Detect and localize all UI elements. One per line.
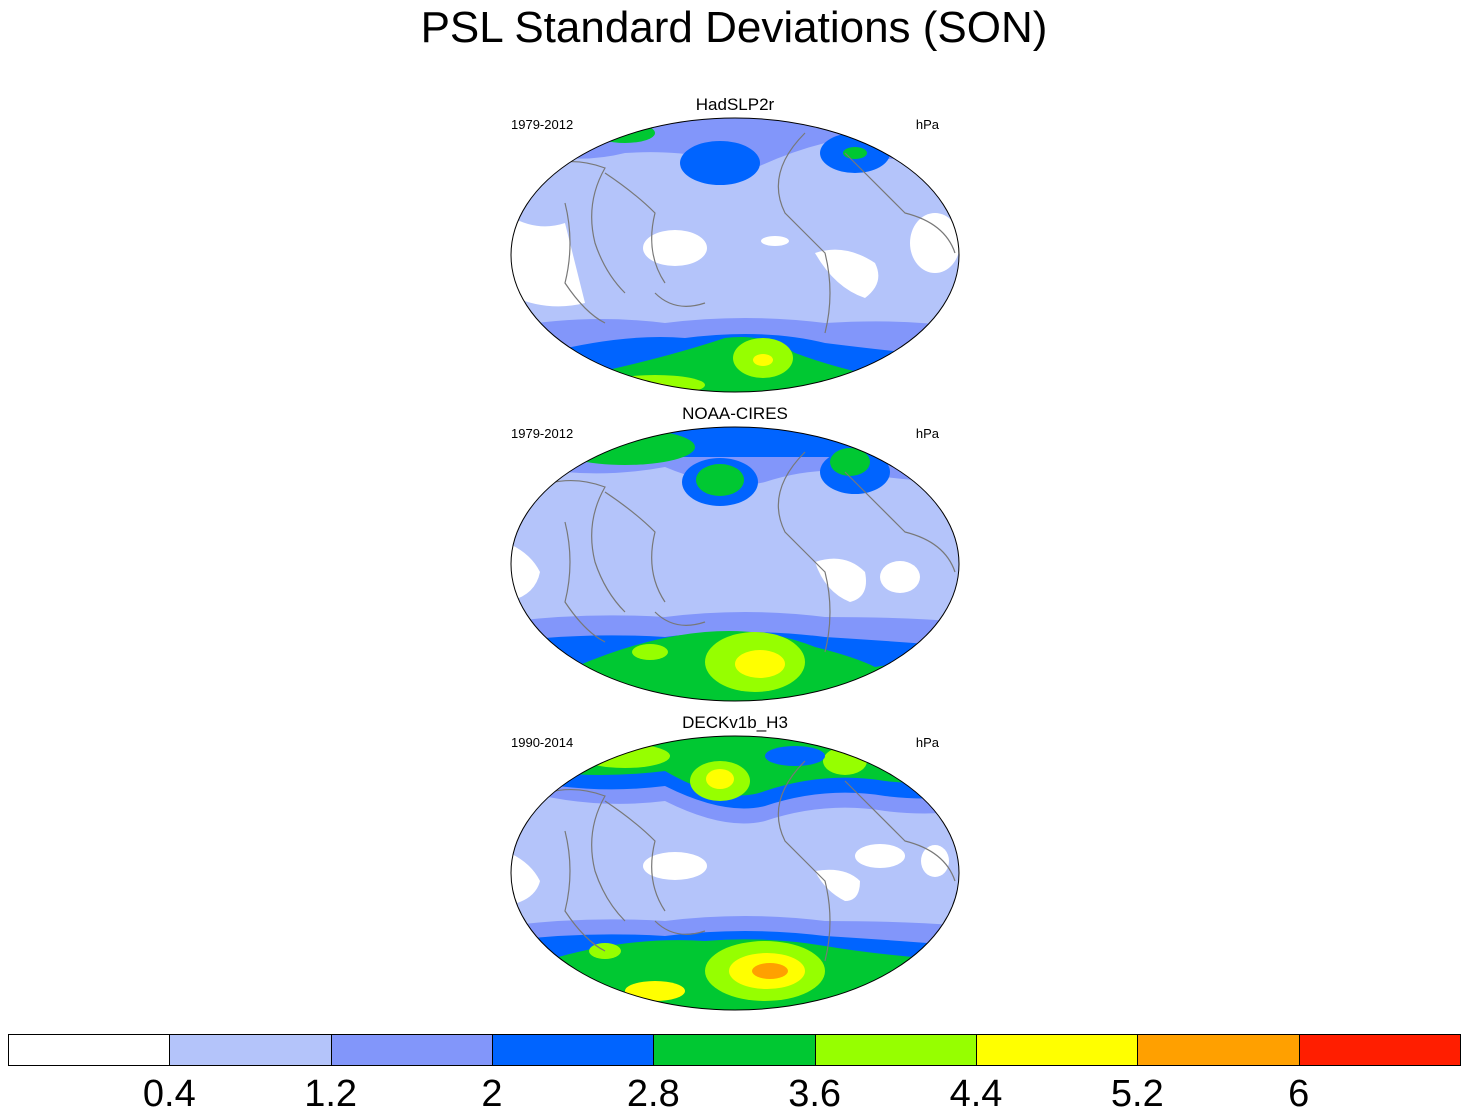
colorbar-box	[492, 1034, 655, 1066]
map-panel-deckv1b-h3: DECKv1b_H3 1990-2014 hPa	[505, 713, 965, 1013]
colorbar-box	[1137, 1034, 1300, 1066]
colorbar-tick-label: 6	[1288, 1073, 1310, 1115]
colorbar-box	[169, 1034, 332, 1066]
panel-title: HadSLP2r	[695, 95, 775, 114]
colorbar-box	[653, 1034, 816, 1066]
colorbar-box	[330, 1034, 493, 1066]
panel-units: hPa	[915, 426, 939, 441]
panel-title: DECKv1b_H3	[682, 713, 788, 732]
colorbar-tick-label: 1.2	[304, 1073, 358, 1115]
robinson-map-deckv1b-h3	[510, 735, 960, 1011]
map-panel-noaa-cires: NOAA-CIRES 1979-2012 hPa	[505, 404, 965, 704]
colorbar-box	[814, 1034, 977, 1066]
colorbar-box	[976, 1034, 1139, 1066]
panel-period: 1979-2012	[511, 426, 574, 441]
colorbar-tick-label: 2	[481, 1073, 503, 1115]
panel-period: 1979-2012	[511, 117, 574, 132]
colorbar-box	[1298, 1034, 1461, 1066]
panel-period: 1990-2014	[511, 735, 574, 750]
colorbar	[8, 1034, 1461, 1068]
panel-units: hPa	[915, 735, 939, 750]
colorbar-tick-label: 2.8	[626, 1073, 680, 1115]
map-panel-hadslp2r: HadSLP2r 1979-2012 hPa	[505, 95, 965, 395]
colorbar-tick-label: 3.6	[788, 1073, 842, 1115]
colorbar-tick-label: 5.2	[1110, 1073, 1164, 1115]
robinson-map-noaa-cires	[510, 426, 960, 702]
panel-title: NOAA-CIRES	[682, 404, 788, 423]
robinson-map-hadslp2r	[510, 117, 960, 393]
colorbar-tick-label: 0.4	[142, 1073, 196, 1115]
panel-units: hPa	[915, 117, 939, 132]
colorbar-tick-label: 4.4	[949, 1073, 1003, 1115]
figure-title: PSL Standard Deviations (SON)	[420, 3, 1048, 52]
colorbar-box	[8, 1034, 171, 1066]
